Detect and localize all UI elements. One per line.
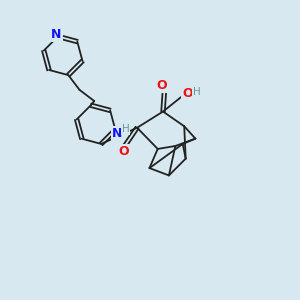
Text: O: O (157, 80, 167, 92)
Text: N: N (112, 127, 123, 140)
Text: N: N (51, 28, 62, 41)
Text: H: H (193, 86, 201, 97)
Text: O: O (118, 145, 129, 158)
Text: H: H (122, 124, 130, 134)
Text: O: O (182, 87, 193, 101)
